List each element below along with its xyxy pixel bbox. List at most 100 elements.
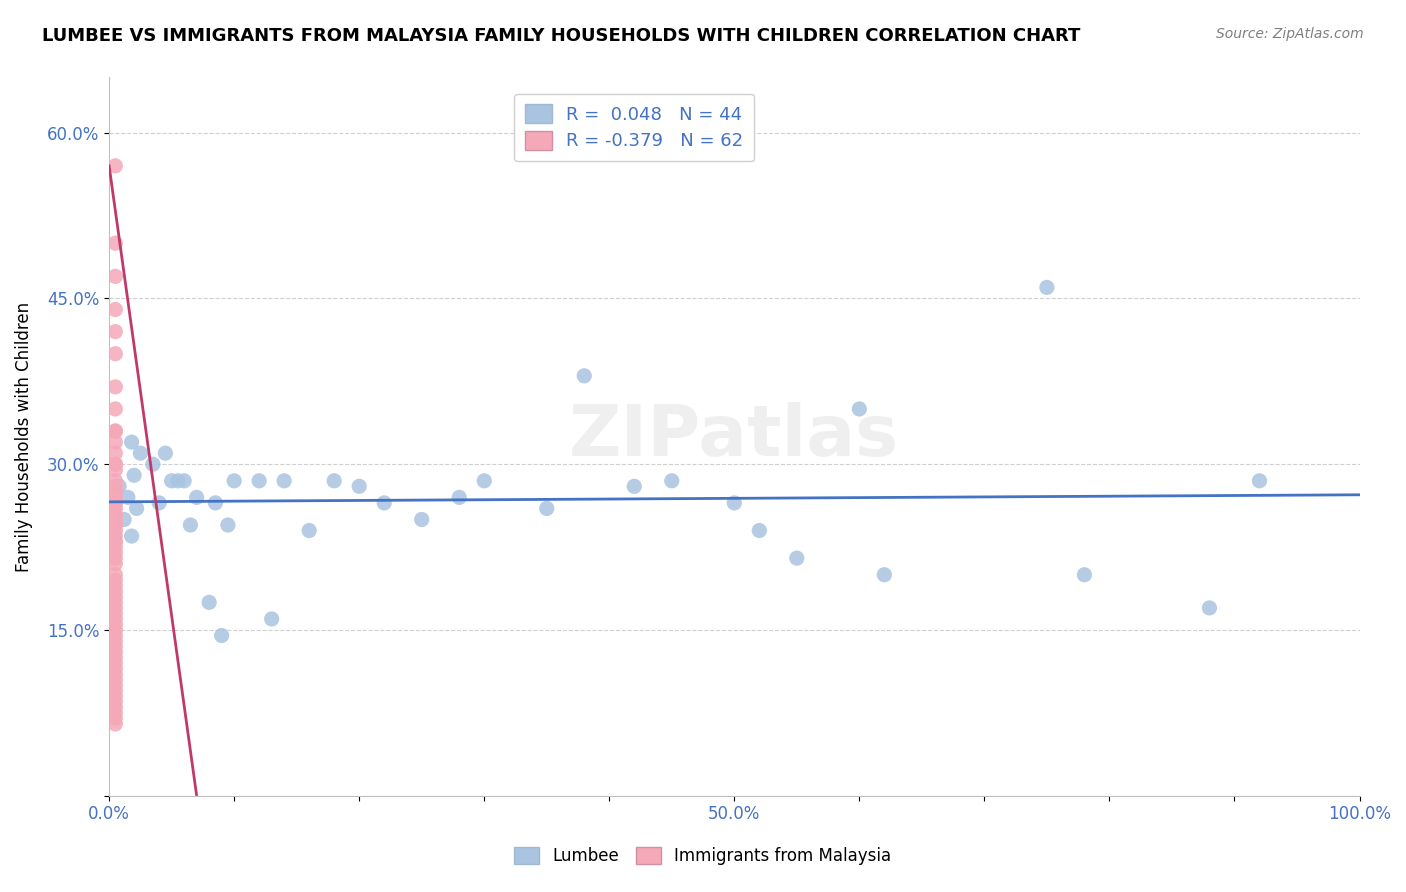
Point (1249, 474, 1271, 488)
Point (1198, 600, 1220, 615)
Point (173, 474, 195, 488)
Point (142, 457, 165, 471)
Point (298, 524, 321, 538)
Point (104, 496, 127, 510)
Point (148, 496, 170, 510)
Point (104, 678, 127, 692)
Text: ZIPatlas: ZIPatlas (569, 402, 900, 471)
Point (104, 401, 127, 416)
Point (104, 567, 127, 582)
Point (104, 662, 127, 676)
Point (104, 424, 127, 438)
Text: LUMBEE VS IMMIGRANTS FROM MALAYSIA FAMILY HOUSEHOLDS WITH CHILDREN CORRELATION C: LUMBEE VS IMMIGRANTS FROM MALAYSIA FAMIL… (42, 27, 1081, 45)
Point (104, 474, 127, 488)
Point (104, 628, 127, 642)
Point (104, 325, 127, 339)
Point (204, 496, 226, 510)
Point (104, 551, 127, 566)
Point (121, 529, 143, 543)
Point (247, 474, 270, 488)
Point (104, 457, 127, 471)
Point (217, 518, 239, 533)
Point (104, 650, 127, 665)
Point (104, 302, 127, 317)
Point (104, 518, 127, 533)
Point (411, 512, 433, 526)
Legend: R =  0.048   N = 44, R = -0.379   N = 62: R = 0.048 N = 44, R = -0.379 N = 62 (515, 94, 755, 161)
Point (260, 612, 283, 626)
Point (104, 695, 127, 709)
Point (661, 474, 683, 488)
Point (104, 612, 127, 626)
Point (104, 512, 127, 526)
Point (104, 617, 127, 632)
Point (104, 600, 127, 615)
Point (198, 595, 221, 609)
Point (104, 595, 127, 609)
Point (574, 368, 596, 383)
Point (104, 347, 127, 361)
Point (104, 634, 127, 648)
Point (104, 463, 127, 477)
Legend: Lumbee, Immigrants from Malaysia: Lumbee, Immigrants from Malaysia (505, 837, 901, 875)
Point (104, 667, 127, 681)
Point (104, 269, 127, 284)
Point (179, 518, 201, 533)
Point (104, 435, 127, 450)
Text: Source: ZipAtlas.com: Source: ZipAtlas.com (1216, 27, 1364, 41)
Point (112, 512, 135, 526)
Point (167, 474, 190, 488)
Point (104, 540, 127, 554)
Point (104, 524, 127, 538)
Point (104, 159, 127, 173)
Point (155, 446, 177, 460)
Point (104, 579, 127, 593)
Point (108, 479, 131, 493)
Point (104, 484, 127, 499)
Point (125, 501, 148, 516)
Point (848, 401, 870, 416)
Point (104, 236, 127, 251)
Point (104, 574, 127, 588)
Point (104, 711, 127, 725)
Point (104, 518, 127, 533)
Point (104, 623, 127, 637)
Point (873, 567, 896, 582)
Point (104, 584, 127, 599)
Point (104, 479, 127, 493)
Point (104, 501, 127, 516)
Point (104, 424, 127, 438)
Point (104, 496, 127, 510)
Point (104, 380, 127, 394)
Point (122, 468, 145, 483)
Point (104, 446, 127, 460)
Point (472, 474, 495, 488)
Point (186, 491, 208, 505)
Point (104, 640, 127, 654)
Point (104, 700, 127, 714)
Point (121, 435, 143, 450)
Point (273, 474, 295, 488)
Point (347, 479, 370, 493)
Point (1036, 280, 1059, 294)
Point (748, 524, 770, 538)
Point (104, 546, 127, 560)
Point (104, 706, 127, 720)
Point (104, 690, 127, 704)
Point (129, 446, 152, 460)
Point (373, 496, 395, 510)
Point (104, 534, 127, 549)
Point (104, 457, 127, 471)
Y-axis label: Family Households with Children: Family Households with Children (15, 301, 32, 572)
Point (1073, 567, 1095, 582)
Point (211, 628, 233, 642)
Point (117, 491, 139, 505)
Point (723, 496, 745, 510)
Point (104, 557, 127, 571)
Point (323, 474, 346, 488)
Point (449, 491, 471, 505)
Point (536, 501, 558, 516)
Point (623, 479, 645, 493)
Point (104, 529, 127, 543)
Point (104, 607, 127, 621)
